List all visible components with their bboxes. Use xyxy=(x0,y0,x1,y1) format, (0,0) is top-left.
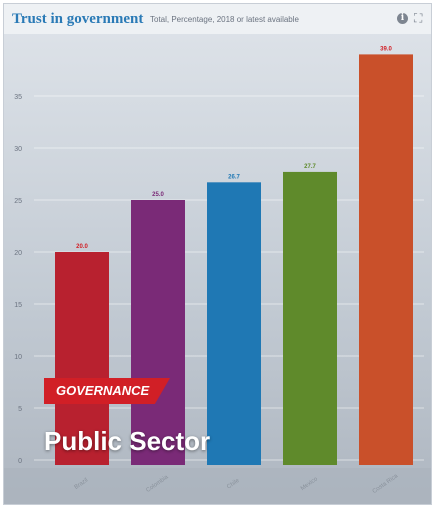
y-tick-label: 5 xyxy=(18,406,22,413)
y-tick-label: 25 xyxy=(14,198,22,205)
bar xyxy=(131,200,185,465)
y-tick-label: 0 xyxy=(18,458,22,465)
bar xyxy=(55,252,109,465)
bar xyxy=(359,54,413,466)
chart-title: Trust in government xyxy=(12,11,144,27)
x-axis-band xyxy=(4,468,431,504)
chart-header: Trust in government Total, Percentage, 2… xyxy=(4,4,431,34)
y-tick-label: 10 xyxy=(14,354,22,361)
y-tick-label: 20 xyxy=(14,250,22,257)
data-label: 26.7 xyxy=(228,174,240,180)
bar-chart: 0510152025303520.0Brazil25.0Colombia26.7… xyxy=(4,46,431,504)
data-label: 27.7 xyxy=(304,164,316,170)
expand-icon[interactable]: ⛶ xyxy=(414,11,423,25)
data-label: 25.0 xyxy=(152,192,164,198)
chart-card: Trust in government Total, Percentage, 2… xyxy=(3,3,432,505)
chart-subtitle: Total, Percentage, 2018 or latest availa… xyxy=(150,15,299,24)
bar xyxy=(207,182,261,465)
governance-badge-label: GOVERNANCE xyxy=(56,383,150,398)
y-tick-label: 30 xyxy=(14,146,22,153)
data-label: 39.0 xyxy=(380,46,392,52)
data-label: 20.0 xyxy=(76,244,88,250)
bar xyxy=(283,171,337,466)
y-tick-label: 35 xyxy=(14,94,22,101)
y-tick-label: 15 xyxy=(14,302,22,309)
public-sector-label: Public Sector xyxy=(44,426,211,456)
governance-badge: GOVERNANCE xyxy=(44,378,170,404)
info-icon[interactable]: i xyxy=(397,13,408,24)
